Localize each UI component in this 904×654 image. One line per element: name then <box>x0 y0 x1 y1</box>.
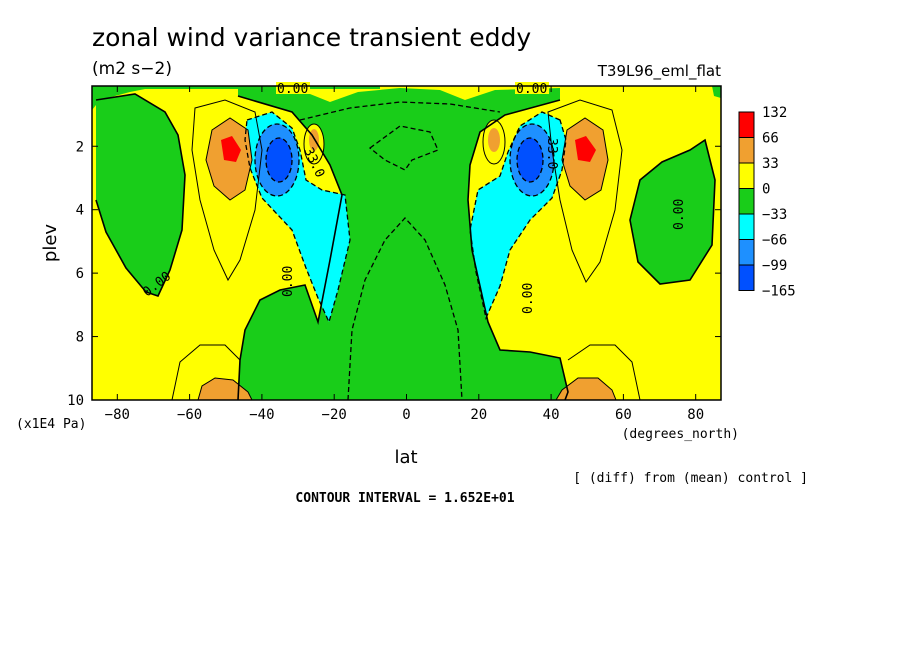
fill-right-small-orange <box>488 128 500 152</box>
y-tick-label: 10 <box>67 393 84 409</box>
fill-right-lobe <box>630 140 715 284</box>
colorbar-swatch <box>738 264 755 291</box>
fill-right-deep-blue <box>517 138 543 182</box>
y-tick-label: 2 <box>76 139 84 155</box>
contour-label: 0.00 <box>277 82 308 97</box>
contour-label: 0.00 <box>281 266 296 297</box>
y-axis: 2 4 6 8 10 <box>67 139 721 409</box>
colorbar-label: 33 <box>762 156 779 172</box>
colorbar-swatch <box>738 188 755 215</box>
chart-title: zonal wind variance transient eddy <box>92 23 531 52</box>
chart-units: (m2 s−2) <box>92 59 172 79</box>
contour-fill <box>92 86 721 400</box>
x-tick-label: 20 <box>470 407 487 423</box>
colorbar-swatch <box>738 162 755 189</box>
colorbar-label: −99 <box>762 258 787 274</box>
negative-contours <box>244 101 567 400</box>
y-axis-label: plev <box>40 224 61 263</box>
x-tick-label: −60 <box>177 407 202 423</box>
contour-labels: 0.00 0.00 0.00 0.00 0.00 0.00 33.0 33.0 <box>140 82 687 314</box>
fill-left-red <box>221 136 241 162</box>
contour-interval: CONTOUR INTERVAL = 1.652E+01 <box>295 491 514 506</box>
fill-top-left <box>92 86 160 110</box>
colorbar-swatch <box>738 111 755 138</box>
colorbar-label: 66 <box>762 131 779 147</box>
contour-label: 33.0 <box>544 138 559 169</box>
contour-label: 0.00 <box>516 82 547 97</box>
contour-label: 0.00 <box>521 283 536 314</box>
run-label: T39L96_eml_flat <box>597 62 721 81</box>
fill-right-red <box>575 136 596 162</box>
contour-label: 0.00 <box>672 199 687 230</box>
fill-central-negative <box>238 86 568 400</box>
fill-left-lobe <box>96 94 185 296</box>
x-tick-label: 80 <box>687 407 704 423</box>
colorbar-label: −66 <box>762 233 787 249</box>
colorbar-label: 0 <box>762 182 770 198</box>
contour-label-bg <box>515 82 549 94</box>
contour-label-bg <box>276 82 310 94</box>
colorbar-label: −33 <box>762 207 787 223</box>
y-tick-label: 6 <box>76 266 84 282</box>
colorbar-swatch <box>738 239 755 266</box>
colorbar-swatch <box>738 213 755 240</box>
x-tick-label: 0 <box>402 407 410 423</box>
fill-left-deep-blue <box>266 138 292 182</box>
x-axis-label: lat <box>394 447 417 468</box>
difference-note: [ (diff) from (mean) control ] <box>573 471 808 486</box>
colorbar-label: 132 <box>762 105 787 121</box>
colorbar: 132 66 33 0 −33 −66 −99 −165 <box>738 105 796 300</box>
colorbar-label: −165 <box>762 284 796 300</box>
contour-lines <box>95 93 716 400</box>
fill-right-edge <box>712 86 721 98</box>
y-tick-label: 8 <box>76 330 84 346</box>
x-tick-label: −80 <box>105 407 130 423</box>
x-tick-label: −40 <box>249 407 274 423</box>
x-axis-units: (degrees_north) <box>622 427 739 442</box>
y-axis-units: (x1E4 Pa) <box>16 417 86 432</box>
colorbar-swatch <box>738 137 755 164</box>
y-tick-label: 4 <box>76 203 84 219</box>
x-tick-label: 60 <box>615 407 632 423</box>
x-tick-label: 40 <box>543 407 560 423</box>
x-axis: −80 −60 −40 −20 0 20 40 60 80 <box>105 86 704 423</box>
x-tick-label: −20 <box>322 407 347 423</box>
